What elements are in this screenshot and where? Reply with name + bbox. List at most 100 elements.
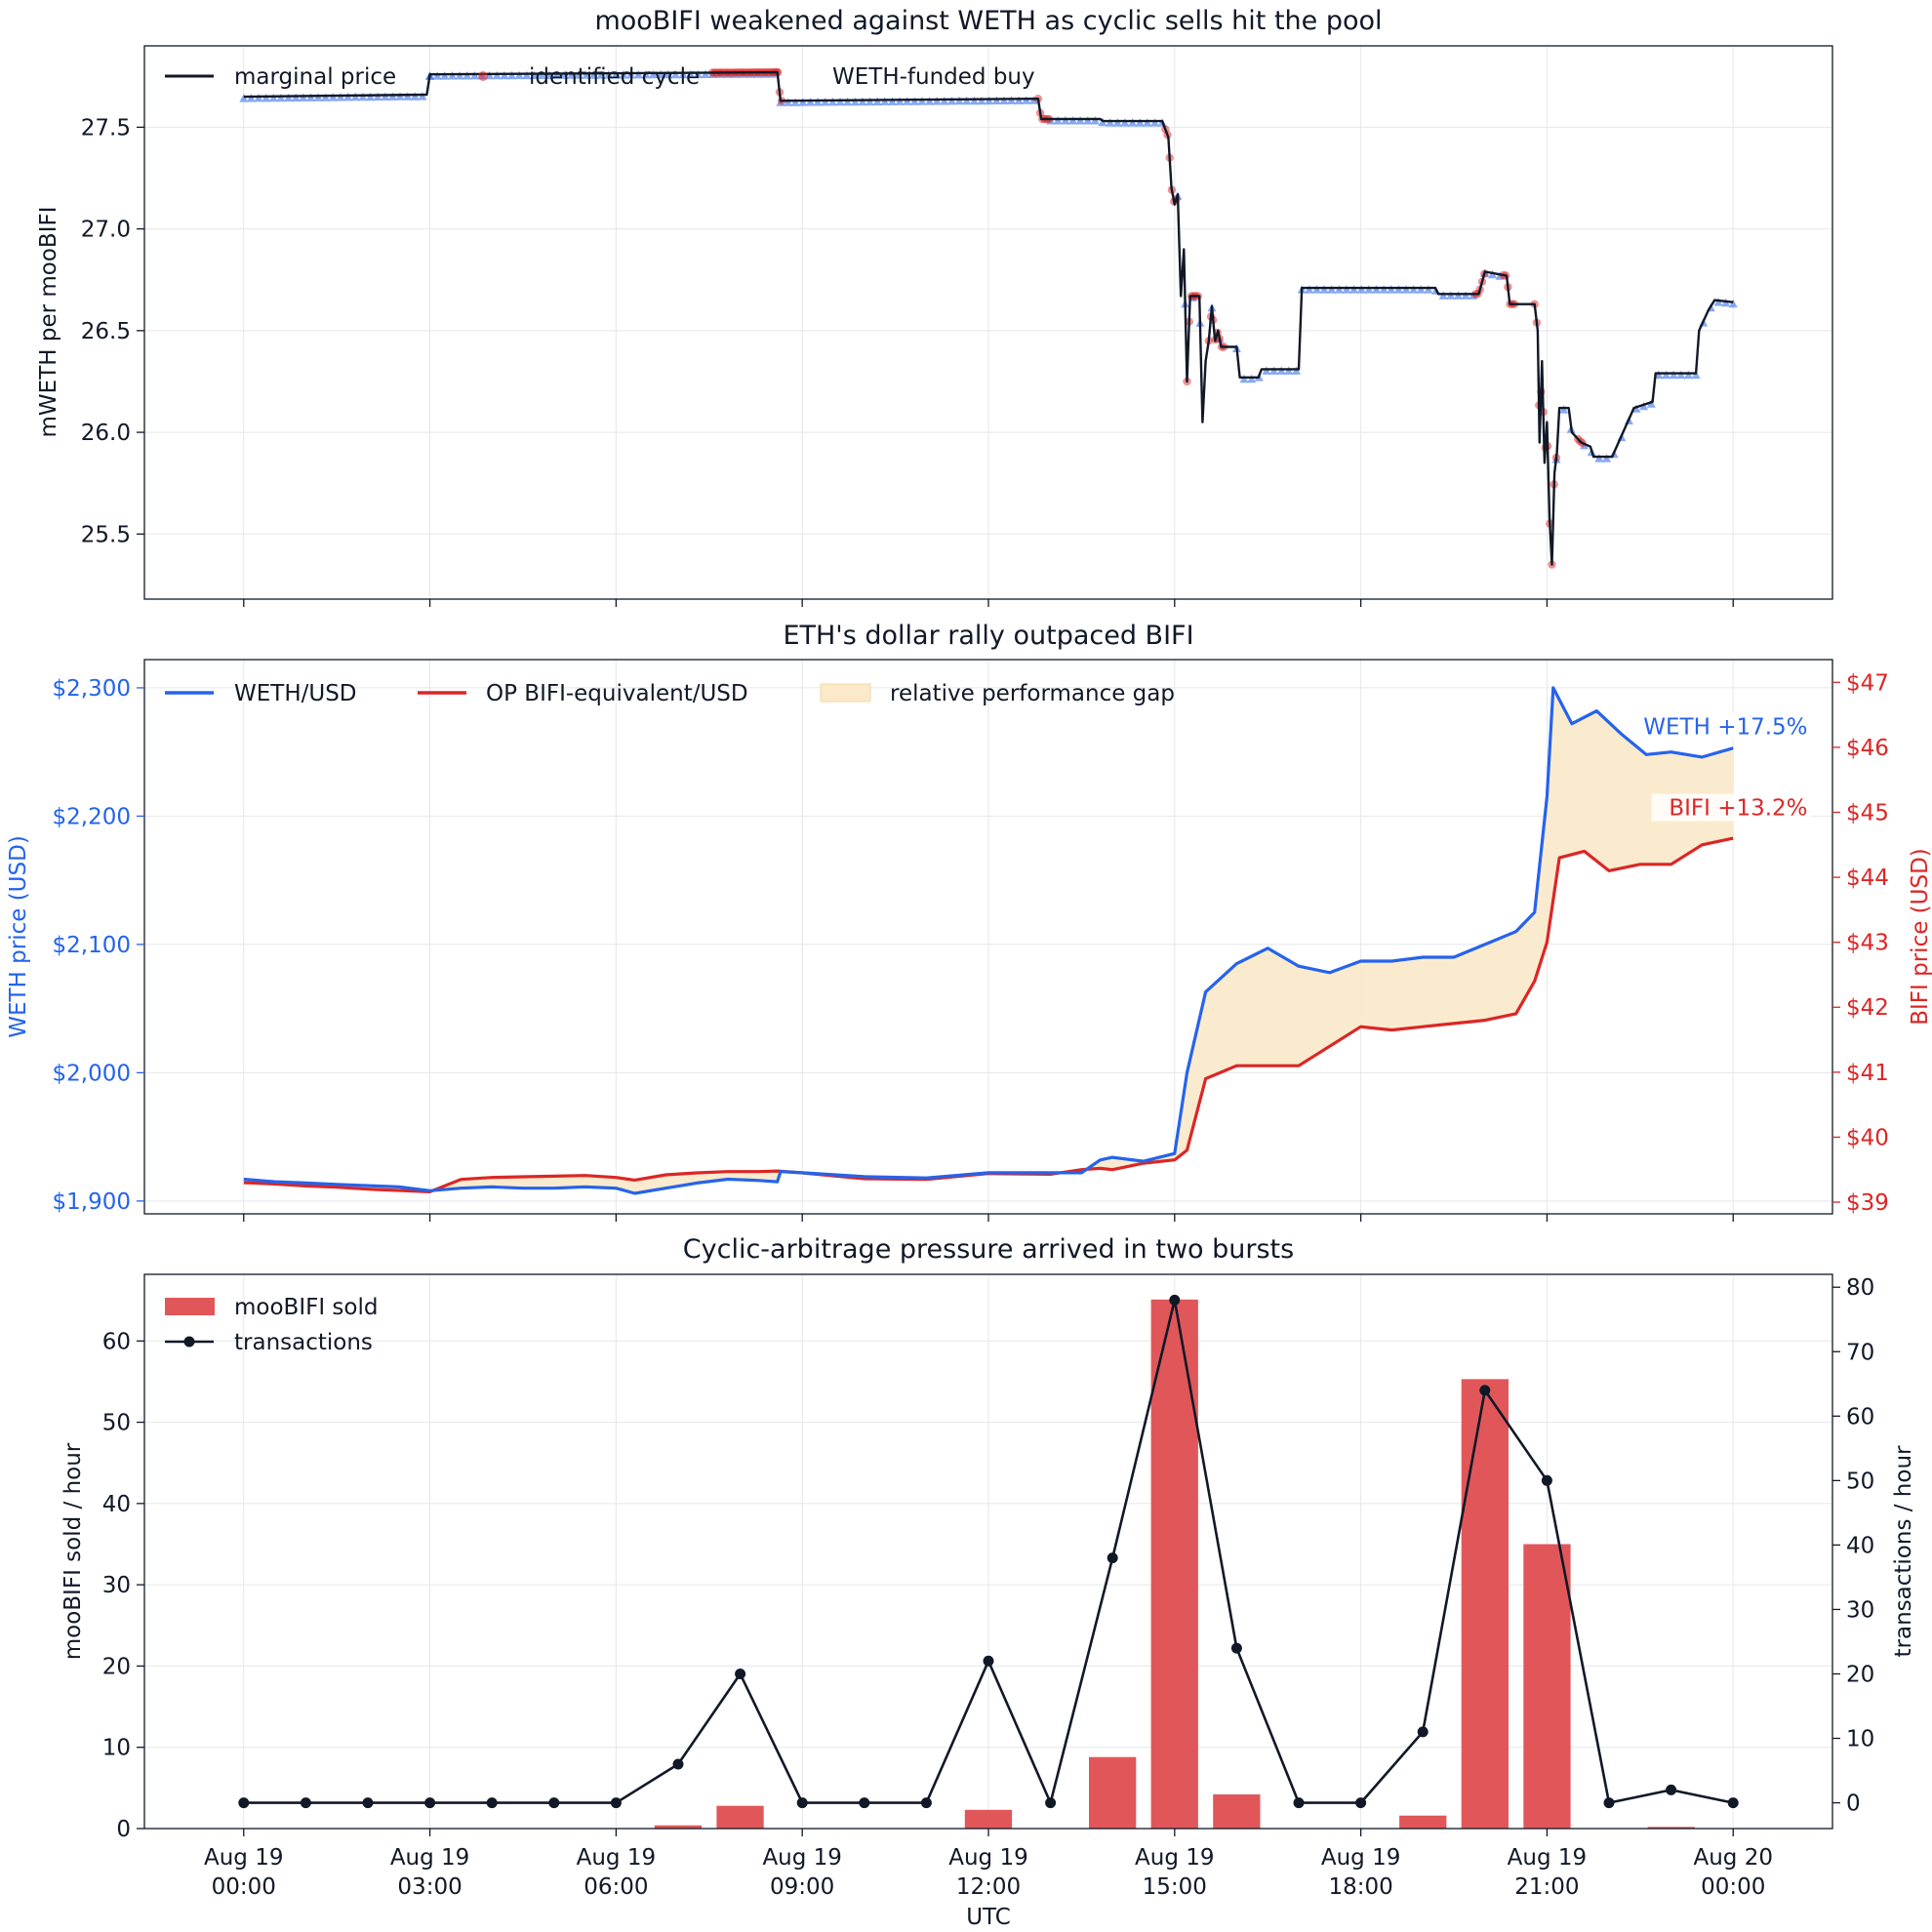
panel-2-marks (243, 686, 1734, 1195)
weth-funded-buy-marker (529, 70, 539, 80)
transactions-point (1230, 1642, 1242, 1654)
panel-3-right-y-axis-label: transactions / hour (1891, 1445, 1916, 1658)
right-y-tick-label: 10 (1846, 1727, 1874, 1752)
weth-funded-buy-marker (1269, 366, 1279, 375)
x-axis-label: UTC (966, 1905, 1011, 1930)
left-y-tick-label: 20 (102, 1654, 131, 1679)
bifi-usd-line (243, 836, 1734, 1193)
x-tick-label-date: Aug 20 (1693, 1845, 1773, 1871)
right-y-tick-label: 50 (1846, 1469, 1874, 1494)
annotation-background (1651, 793, 1812, 822)
weth-funded-buy-marker (1602, 454, 1611, 463)
panel-2-x-ticks (243, 1214, 1734, 1222)
x-tick-label-date: Aug 19 (390, 1845, 470, 1871)
left-y-tick-label: $2,200 (53, 804, 131, 829)
transactions-point (1666, 1784, 1677, 1795)
right-y-tick-label: $41 (1846, 1061, 1889, 1086)
weth-funded-buy-marker (403, 92, 413, 101)
weth-funded-buy-marker (1319, 285, 1329, 294)
x-tick-label-time: 15:00 (1143, 1874, 1207, 1900)
panel-2-left-y-axis-label: WETH price (USD) (6, 835, 31, 1038)
right-y-tick-label: 40 (1846, 1533, 1874, 1558)
weth-funded-buy-marker (1068, 116, 1077, 125)
price-ratio-panel: 25.5 26.0 26.5 27.0 27.5 mooBIFI weakened ag… (36, 6, 1833, 607)
moobifi-sold-bar (1150, 1299, 1198, 1829)
weth-funded-buy-marker (1120, 118, 1130, 127)
transactions-point (424, 1797, 436, 1809)
right-y-tick-label: $47 (1846, 670, 1889, 696)
weth-funded-buy-marker (492, 70, 502, 80)
weth-funded-buy-marker (373, 92, 382, 101)
weth-funded-buy-marker (940, 97, 949, 105)
x-tick-label-date: Aug 19 (1135, 1845, 1215, 1871)
weth-funded-buy-marker (1106, 118, 1115, 127)
weth-funded-buy-marker (1262, 366, 1271, 375)
y-tick-label: 26.5 (81, 319, 131, 344)
panel-1-y-axis-label: mWETH per mooBIFI (36, 207, 61, 438)
weth-funded-buy-marker (1007, 96, 1016, 104)
transactions-point (1169, 1294, 1181, 1306)
weth-funded-buy-marker (1372, 285, 1381, 294)
transactions-point (1045, 1797, 1057, 1809)
weth-funded-buy-marker (925, 97, 935, 105)
right-y-tick-label: $39 (1846, 1190, 1889, 1216)
annotation-background (1651, 712, 1812, 741)
x-tick-label-time: 06:00 (584, 1874, 648, 1900)
weth-funded-buy-marker (1446, 291, 1456, 300)
marginal-price-line (243, 70, 1734, 566)
weth-funded-buy-marker (1014, 96, 1024, 104)
legend-label-moobifi-sold: mooBIFI sold (234, 1295, 378, 1320)
left-y-tick-label: 0 (116, 1817, 131, 1842)
weth-funded-buy-marker (903, 97, 912, 105)
weth-funded-buy-marker (835, 97, 845, 106)
weth-funded-buy-marker (1061, 116, 1070, 125)
weth-funded-buy-marker (544, 70, 554, 79)
y-tick-label: 25.5 (81, 522, 131, 547)
left-y-tick-label: 60 (102, 1329, 131, 1354)
weth-funded-buy-marker (1662, 370, 1670, 380)
weth-funded-buy-marker (596, 70, 606, 79)
weth-funded-buy-marker (1379, 285, 1389, 294)
weth-funded-buy-marker (1022, 96, 1031, 104)
weth-funded-buy-marker (1239, 374, 1249, 383)
x-tick-label-time: 21:00 (1514, 1874, 1579, 1900)
weth-funded-buy-marker (507, 70, 516, 80)
transactions-point (796, 1797, 808, 1809)
transactions-point (920, 1797, 932, 1809)
weth-funded-buy-marker (932, 97, 942, 105)
transactions-point (486, 1797, 498, 1809)
weth-funded-buy-marker (1364, 285, 1374, 294)
weth-funded-buy-marker (664, 69, 673, 79)
transactions-point (610, 1797, 622, 1809)
weth-funded-buy-marker (1713, 298, 1723, 306)
weth-funded-buy-marker (268, 93, 278, 102)
left-y-tick-label: $2,100 (53, 933, 131, 958)
legend-label-weth-funded-buy: WETH-funded buy (832, 64, 1035, 90)
y-tick-label: 27.0 (81, 218, 131, 243)
moobifi-sold-bar (716, 1805, 764, 1829)
x-tick-label-time: 12:00 (956, 1874, 1021, 1900)
legend-label-weth-usd: WETH/USD (234, 681, 357, 706)
weth-funded-buy-marker (463, 71, 472, 80)
left-y-tick-label: $2,300 (53, 676, 131, 702)
panel-2-annotations: WETH +17.5% BIFI +13.2% (1643, 712, 1812, 822)
weth-funded-buy-marker (865, 97, 874, 106)
right-y-tick-label: 0 (1846, 1791, 1861, 1817)
weth-funded-buy-marker (1334, 285, 1344, 294)
right-y-tick-label: 80 (1846, 1275, 1874, 1301)
weth-funded-buy-marker (633, 69, 643, 79)
weth-funded-buy-marker (895, 97, 905, 105)
weth-funded-buy-marker (537, 70, 546, 79)
transactions-point (1107, 1552, 1118, 1564)
legend-swatch-identified-cycle (478, 71, 488, 81)
weth-funded-buy-marker (1312, 285, 1321, 294)
weth-funded-buy-marker (827, 97, 837, 106)
weth-funded-buy-marker (670, 69, 680, 79)
weth-funded-buy-marker (619, 70, 628, 79)
weth-funded-buy-marker (276, 93, 286, 102)
weth-funded-buy-marker (381, 92, 390, 101)
weth-funded-buy-marker (336, 93, 345, 101)
weth-funded-buy-marker (917, 97, 927, 105)
weth-funded-buy-marker (299, 93, 308, 101)
weth-funded-buy-marker (522, 70, 532, 80)
